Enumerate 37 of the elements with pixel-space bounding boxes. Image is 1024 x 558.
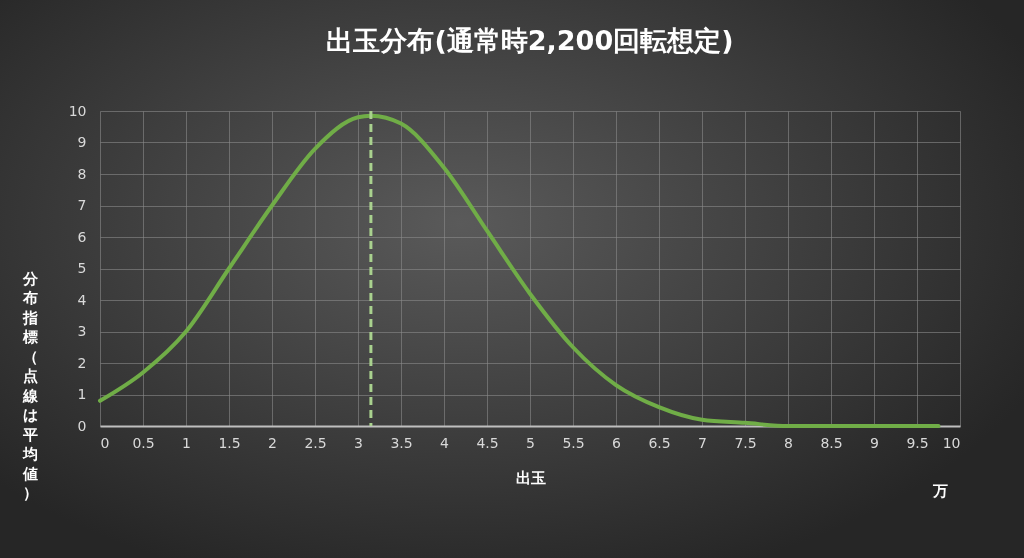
- y-tick-label: 8: [77, 165, 87, 182]
- x-tick-label: 7.5: [734, 434, 757, 451]
- x-tick-label: 9: [870, 434, 879, 451]
- x-tick-label: 9.5: [906, 434, 929, 451]
- x-tick-label: 7: [698, 434, 707, 451]
- text: 万: [931, 482, 948, 500]
- y-tick-label: 4: [77, 291, 87, 308]
- x-tick-label: 6.5: [648, 434, 671, 451]
- x-tick-label: 10: [942, 434, 961, 451]
- x-tick-label: 5: [526, 434, 535, 451]
- y-tick-label: 5: [77, 260, 87, 276]
- x-tick-label: 1.5: [218, 434, 241, 451]
- x-tick-label: 4.5: [476, 434, 499, 451]
- y-tick-label: 7: [77, 197, 87, 213]
- x-tick-label: 3.5: [390, 434, 413, 451]
- x-tick-label: 4: [440, 434, 450, 451]
- x-axis-title: 出玉: [515, 468, 546, 487]
- y-tick-label: 0: [77, 417, 87, 434]
- text: 分布指標（点線は平均値）: [22, 269, 38, 502]
- x-tick-label: 5.5: [562, 434, 585, 451]
- x-tick-label: 1: [182, 434, 191, 451]
- y-tick-label: 6: [77, 228, 87, 245]
- chart-title: 出玉分布(通常時2,200回転想定): [326, 25, 734, 56]
- line-series: [98, 113, 941, 428]
- y-tick-label: 9: [77, 134, 87, 150]
- x-tick-label: 0.5: [132, 434, 155, 451]
- x-tick-label: 8: [784, 434, 793, 451]
- x-tick-label: 3: [354, 434, 363, 451]
- x-tick-label: 6: [612, 434, 622, 451]
- y-tick-label: 2: [77, 354, 87, 371]
- x-tick-label: 2.5: [304, 434, 327, 451]
- x-tick-label: 0: [100, 434, 110, 451]
- x-tick-label: 8.5: [820, 434, 843, 451]
- y-tick-label: 1: [77, 386, 87, 402]
- x-tick-label: 2: [268, 434, 277, 451]
- y-tick-label: 3: [77, 323, 87, 339]
- y-tick-label: 10: [68, 102, 87, 119]
